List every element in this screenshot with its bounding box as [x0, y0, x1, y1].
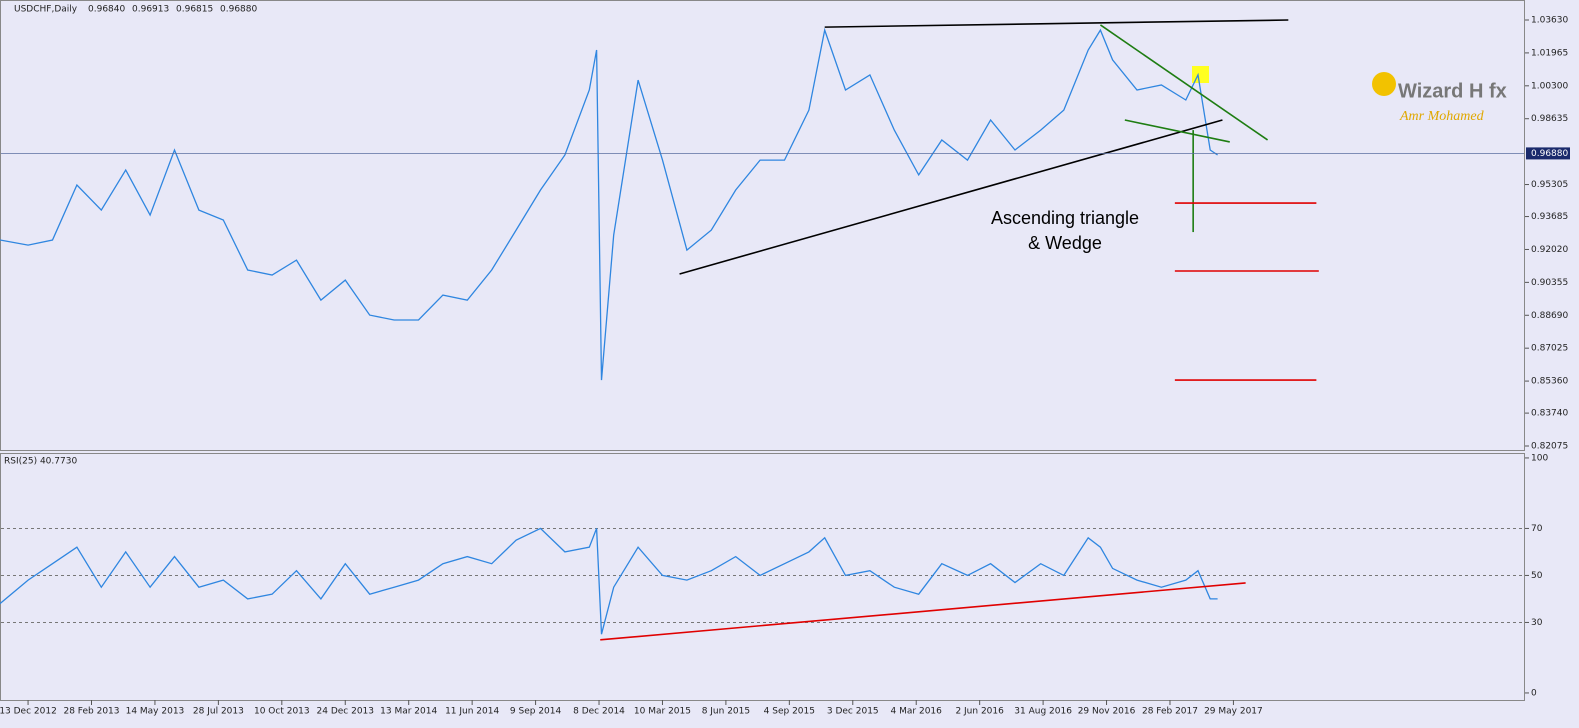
- y-tick-label: 1.00300: [1531, 81, 1568, 91]
- y-tick-label: 50: [1531, 571, 1543, 581]
- logo-subtitle: Amr Mohamed: [1399, 109, 1485, 124]
- trend-line: [679, 119, 1223, 275]
- y-tick-label: 0.92020: [1531, 245, 1568, 255]
- logo-icon: [1372, 72, 1396, 96]
- ohlc-label: 0.96840: [88, 5, 125, 15]
- x-tick-label: 11 Jun 2014: [445, 707, 499, 717]
- trend-line: [1124, 119, 1230, 143]
- last-price-box: [1526, 147, 1570, 160]
- y-tick-label: 0.95305: [1531, 180, 1568, 190]
- y-tick-label: 0.85360: [1531, 377, 1568, 387]
- x-tick-label: 3 Dec 2015: [827, 707, 879, 717]
- x-tick-label: 13 Dec 2012: [0, 707, 57, 717]
- y-tick-label: 0.98635: [1531, 114, 1568, 124]
- x-tick-label: 24 Dec 2013: [317, 707, 375, 717]
- y-tick-label: 0.90355: [1531, 278, 1568, 288]
- y-tick-label: 100: [1531, 453, 1548, 463]
- y-tick-label: 0.83740: [1531, 409, 1568, 419]
- x-tick-label: 28 Feb 2017: [1142, 707, 1198, 717]
- logo-title: Wizard H fx: [1398, 80, 1507, 102]
- trend-line: [824, 19, 1289, 28]
- series-line: [0, 527, 1218, 635]
- y-tick-label: 0.88690: [1531, 311, 1568, 321]
- x-tick-label: 9 Sep 2014: [510, 707, 562, 717]
- rsi-title: RSI(25) 40.7730: [4, 457, 77, 467]
- series-line: [0, 27, 1218, 381]
- x-tick-label: 10 Oct 2013: [254, 707, 310, 717]
- x-tick-label: 28 Feb 2013: [63, 707, 119, 717]
- ohlc-label: 0.96880: [220, 5, 257, 15]
- y-tick-label: 0.82075: [1531, 442, 1568, 452]
- trend-line: [1099, 24, 1269, 141]
- x-tick-label: 29 Nov 2016: [1078, 707, 1136, 717]
- x-tick-label: 4 Sep 2015: [764, 707, 815, 717]
- x-tick-label: 28 Jul 2013: [193, 707, 244, 717]
- y-tick-label: 1.01965: [1531, 48, 1568, 58]
- rsi-panel: [0, 453, 1525, 701]
- annotation: & Wedge: [1028, 233, 1102, 253]
- x-tick-label: 13 Mar 2014: [380, 707, 437, 717]
- x-tick-label: 2 Jun 2016: [955, 707, 1004, 717]
- symbol-label: USDCHF,Daily: [14, 5, 78, 15]
- y-tick-label: 0.93685: [1531, 212, 1568, 222]
- highlight: [1192, 66, 1209, 83]
- y-tick-label: 0.87025: [1531, 344, 1568, 354]
- x-tick-label: 31 Aug 2016: [1014, 707, 1072, 717]
- price-panel: [0, 0, 1525, 451]
- ohlc-label: 0.96913: [132, 5, 169, 15]
- last-price-label: 0.96880: [1531, 149, 1568, 159]
- x-tick-label: 4 Mar 2016: [891, 707, 943, 717]
- x-tick-label: 10 Mar 2015: [634, 707, 691, 717]
- y-tick-label: 30: [1531, 618, 1543, 628]
- y-tick-label: 70: [1531, 524, 1543, 534]
- x-tick-label: 8 Dec 2014: [573, 707, 625, 717]
- y-tick-label: 0: [1531, 688, 1537, 698]
- y-tick-label: 1.03630: [1531, 16, 1568, 26]
- x-tick-label: 8 Jun 2015: [702, 707, 750, 717]
- annotation: Ascending triangle: [991, 208, 1139, 228]
- trend-line: [600, 582, 1246, 641]
- x-tick-label: 14 May 2013: [126, 707, 185, 717]
- x-tick-label: 29 May 2017: [1204, 707, 1263, 717]
- ohlc-label: 0.96815: [176, 5, 213, 15]
